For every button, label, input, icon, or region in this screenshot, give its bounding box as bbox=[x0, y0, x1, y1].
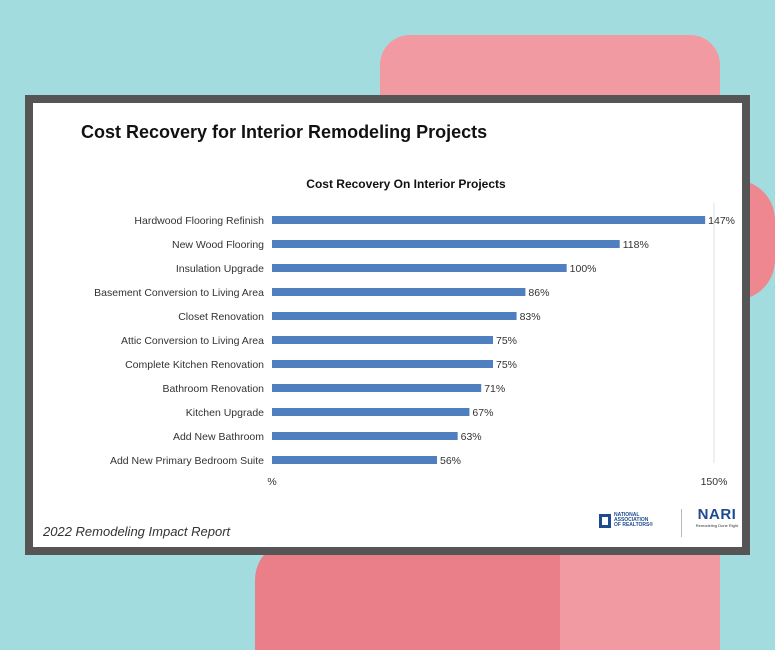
report-card: Cost Recovery for Interior Remodeling Pr… bbox=[33, 103, 742, 547]
logo-area: NATIONAL ASSOCIATION OF REALTORS® NARI R… bbox=[599, 507, 749, 543]
bar bbox=[272, 408, 470, 416]
category-label: Add New Bathroom bbox=[173, 431, 264, 443]
bar-value-label: 83% bbox=[520, 311, 541, 323]
category-label: Basement Conversion to Living Area bbox=[94, 287, 264, 299]
category-label: Kitchen Upgrade bbox=[186, 407, 264, 419]
bar-value-label: 100% bbox=[570, 263, 597, 275]
logo-divider bbox=[681, 509, 682, 537]
bar bbox=[272, 312, 517, 320]
bar-value-label: 71% bbox=[484, 383, 505, 395]
bar bbox=[272, 336, 493, 344]
bar bbox=[272, 360, 493, 368]
nar-logo-text: NATIONAL ASSOCIATION OF REALTORS® bbox=[614, 512, 654, 528]
report-footer: 2022 Remodeling Impact Report bbox=[43, 524, 231, 539]
category-label: Insulation Upgrade bbox=[176, 263, 264, 275]
report-frame: Cost Recovery for Interior Remodeling Pr… bbox=[25, 95, 750, 555]
bar bbox=[272, 456, 438, 464]
bar bbox=[272, 240, 620, 248]
chart-title: Cost Recovery On Interior Projects bbox=[306, 177, 506, 191]
bar bbox=[272, 264, 567, 272]
category-label: New Wood Flooring bbox=[172, 239, 264, 251]
bar-value-label: 63% bbox=[461, 431, 482, 443]
x-tick-label: % bbox=[267, 476, 276, 488]
category-label: Add New Primary Bedroom Suite bbox=[110, 455, 264, 467]
bar-value-label: 147% bbox=[708, 215, 735, 227]
bar-chart: Cost Recovery On Interior Projects Hardwo… bbox=[94, 177, 735, 488]
bar bbox=[272, 216, 706, 224]
nar-logo: NATIONAL ASSOCIATION OF REALTORS® bbox=[599, 513, 654, 528]
x-tick-label: 150% bbox=[701, 476, 728, 488]
nari-logo-text: NARI bbox=[697, 506, 737, 523]
bar-value-label: 118% bbox=[623, 239, 649, 251]
bar bbox=[272, 288, 526, 296]
nari-logo-subtext: Remodeling Done Right bbox=[695, 523, 739, 528]
category-label: Bathroom Renovation bbox=[162, 383, 264, 395]
category-label: Closet Renovation bbox=[178, 311, 264, 323]
category-label: Hardwood Flooring Refinish bbox=[134, 215, 264, 227]
category-label: Complete Kitchen Renovation bbox=[125, 359, 264, 371]
bar-value-label: 56% bbox=[440, 455, 461, 467]
bar bbox=[272, 432, 458, 440]
bar-value-label: 75% bbox=[496, 359, 517, 371]
category-label: Attic Conversion to Living Area bbox=[121, 335, 264, 347]
nar-r-icon bbox=[599, 513, 611, 528]
bar-value-label: 67% bbox=[472, 407, 493, 419]
bar-value-label: 75% bbox=[496, 335, 517, 347]
bar bbox=[272, 384, 482, 392]
nari-logo: NARI Remodeling Done Right bbox=[691, 506, 743, 529]
bar-value-label: 86% bbox=[528, 287, 549, 299]
page-title: Cost Recovery for Interior Remodeling Pr… bbox=[81, 122, 488, 142]
